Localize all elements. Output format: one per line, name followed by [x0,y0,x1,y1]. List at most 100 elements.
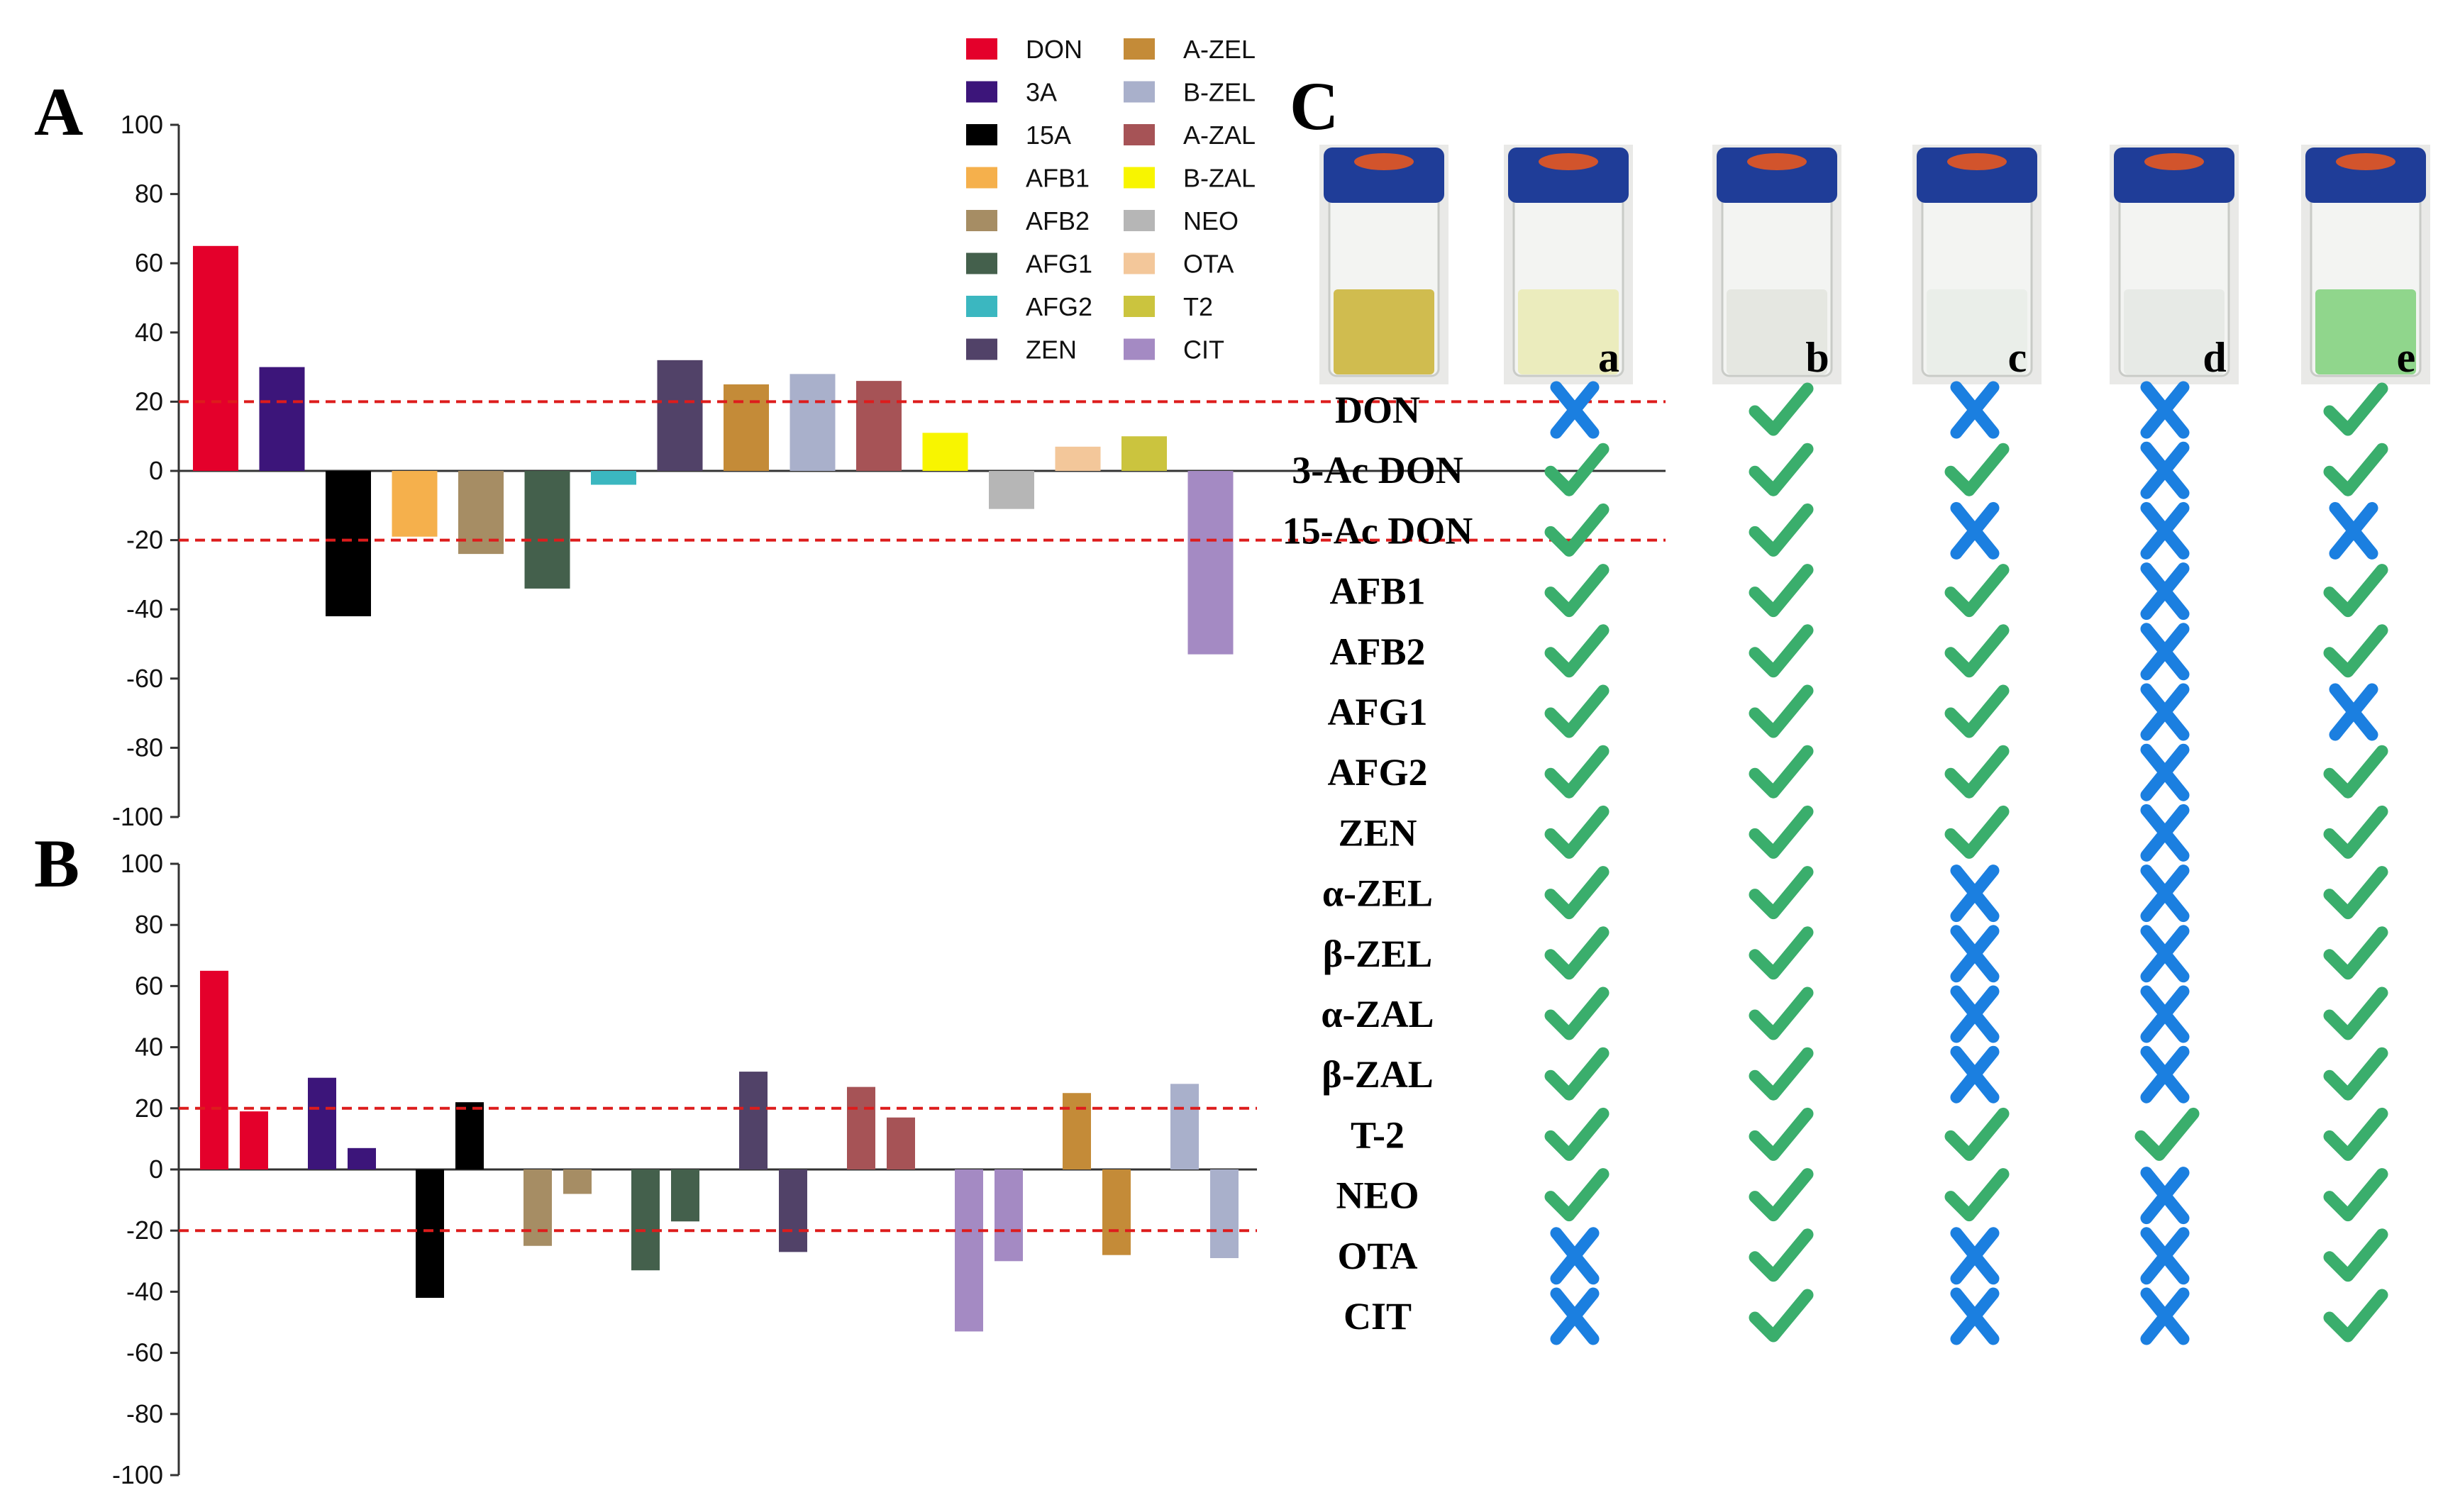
legend-label: AFG2 [1026,292,1092,321]
y-tick-label: -20 [126,1216,163,1245]
vial-cap [2114,148,2234,203]
check-icon [1544,684,1610,738]
check-icon [1544,926,1610,980]
check-icon [1749,1289,1814,1343]
row-label: AFB2 [1330,630,1426,673]
chart-b-reference-lines [179,1106,1257,1233]
panel-letter-c: C [1290,68,1339,144]
row-label: AFG2 [1328,751,1428,794]
check-icon [1544,986,1610,1040]
legend-label: T2 [1183,292,1213,321]
y-tick-label: -80 [126,1399,163,1428]
y-tick-label: 40 [135,318,163,347]
legend-label: A-ZEL [1183,35,1256,64]
y-tick-label: 100 [121,849,163,878]
check-icon [1544,805,1610,859]
vial-letter: c [2008,334,2027,381]
bar-ota [1055,446,1101,471]
y-tick-label: -40 [126,1277,163,1306]
chart-b-y-axis: 100 80 60 40 20 0 -20 -40 -60 -80 -100 [112,849,1257,1489]
bar-cit-1 [955,1169,983,1332]
check-icon [2323,1168,2388,1222]
bar-don [193,245,238,471]
cross-icon [2140,501,2190,560]
row-label: 3-Ac DON [1292,449,1463,491]
cross-icon [2140,1167,2190,1225]
legend-label: DON [1026,35,1082,64]
cross-icon [2329,501,2378,560]
check-icon [2323,1228,2388,1282]
row-label: 15-Ac DON [1283,509,1473,552]
row-label: AFB1 [1330,570,1426,613]
bar-a-zel-1 [1063,1093,1091,1169]
bar-neo [989,471,1034,509]
check-icon [1749,503,1814,557]
cross-icon [2140,381,2190,439]
check-icon [1749,382,1814,436]
check-icon [1749,866,1814,920]
bar-cit-2 [995,1169,1023,1262]
cross-icon [2140,623,2190,681]
cross-icon [1950,1045,2000,1104]
check-icon [1749,443,1814,496]
bar-a-zal-1 [847,1086,875,1169]
bar-afg1-1 [631,1169,660,1271]
vial-photo: c [1912,145,2042,384]
check-icon [2323,1107,2388,1161]
vial-liquid [1518,289,1619,374]
vial-cap [1324,148,1444,203]
vial-photo: b [1712,145,1841,384]
vial-cap [2305,148,2426,203]
cross-icon [1550,1227,1600,1285]
vial-septum [1747,153,1807,170]
bar-a-zal [856,381,902,471]
bar-b-zel-2 [1210,1169,1239,1258]
check-icon [1749,624,1814,678]
legend-swatch [966,296,997,317]
row-label: α-ZEL [1322,872,1433,915]
vial-liquid [2315,289,2416,374]
vial-cap [1717,148,1837,203]
check-icon [2323,443,2388,496]
legend-label: B-ZAL [1183,164,1256,193]
vial-photo: d [2110,145,2239,384]
check-icon [1749,986,1814,1040]
check-icon [1544,1107,1610,1161]
check-icon [1749,1107,1814,1161]
check-icon [2323,805,2388,859]
cross-icon [2140,925,2190,983]
row-label: NEO [1336,1174,1419,1217]
vial-letter: b [1805,334,1829,381]
chart-b-bars [200,970,1239,1332]
check-icon [1749,1047,1814,1101]
cross-icon [1550,1287,1600,1345]
check-icon [1544,503,1610,557]
check-icon [1749,926,1814,980]
bar-a-zal-2 [887,1117,915,1169]
legend-label: ZEN [1026,335,1077,365]
check-icon [1944,805,2010,859]
bar-afg1 [524,471,570,589]
bar-t2 [1121,436,1167,471]
cross-icon [1950,985,2000,1043]
legend-swatch [1124,167,1155,189]
row-label: CIT [1344,1295,1412,1338]
panel-c: a b c d e DON 3-Ac DON 15-Ac DON AFB1 AFB2 AFG1 AF… [1283,145,2430,1345]
y-tick-label: -60 [126,1338,163,1367]
check-icon [1544,745,1610,799]
legend-swatch [1124,338,1155,360]
bar-15a-2 [455,1102,484,1169]
check-icon [2323,926,2388,980]
cross-icon [2140,1287,2190,1345]
y-tick-label: 60 [135,248,163,277]
check-icon [1544,866,1610,920]
y-tick-label: 80 [135,910,163,939]
cross-icon [2140,1045,2190,1104]
bar-don-2 [240,1111,268,1169]
cross-icon [1550,381,1600,439]
legend-swatch [1124,210,1155,231]
check-icon [2323,382,2388,436]
bar-zen [657,360,703,471]
check-icon [1749,1168,1814,1222]
vial-liquid [2124,289,2225,374]
